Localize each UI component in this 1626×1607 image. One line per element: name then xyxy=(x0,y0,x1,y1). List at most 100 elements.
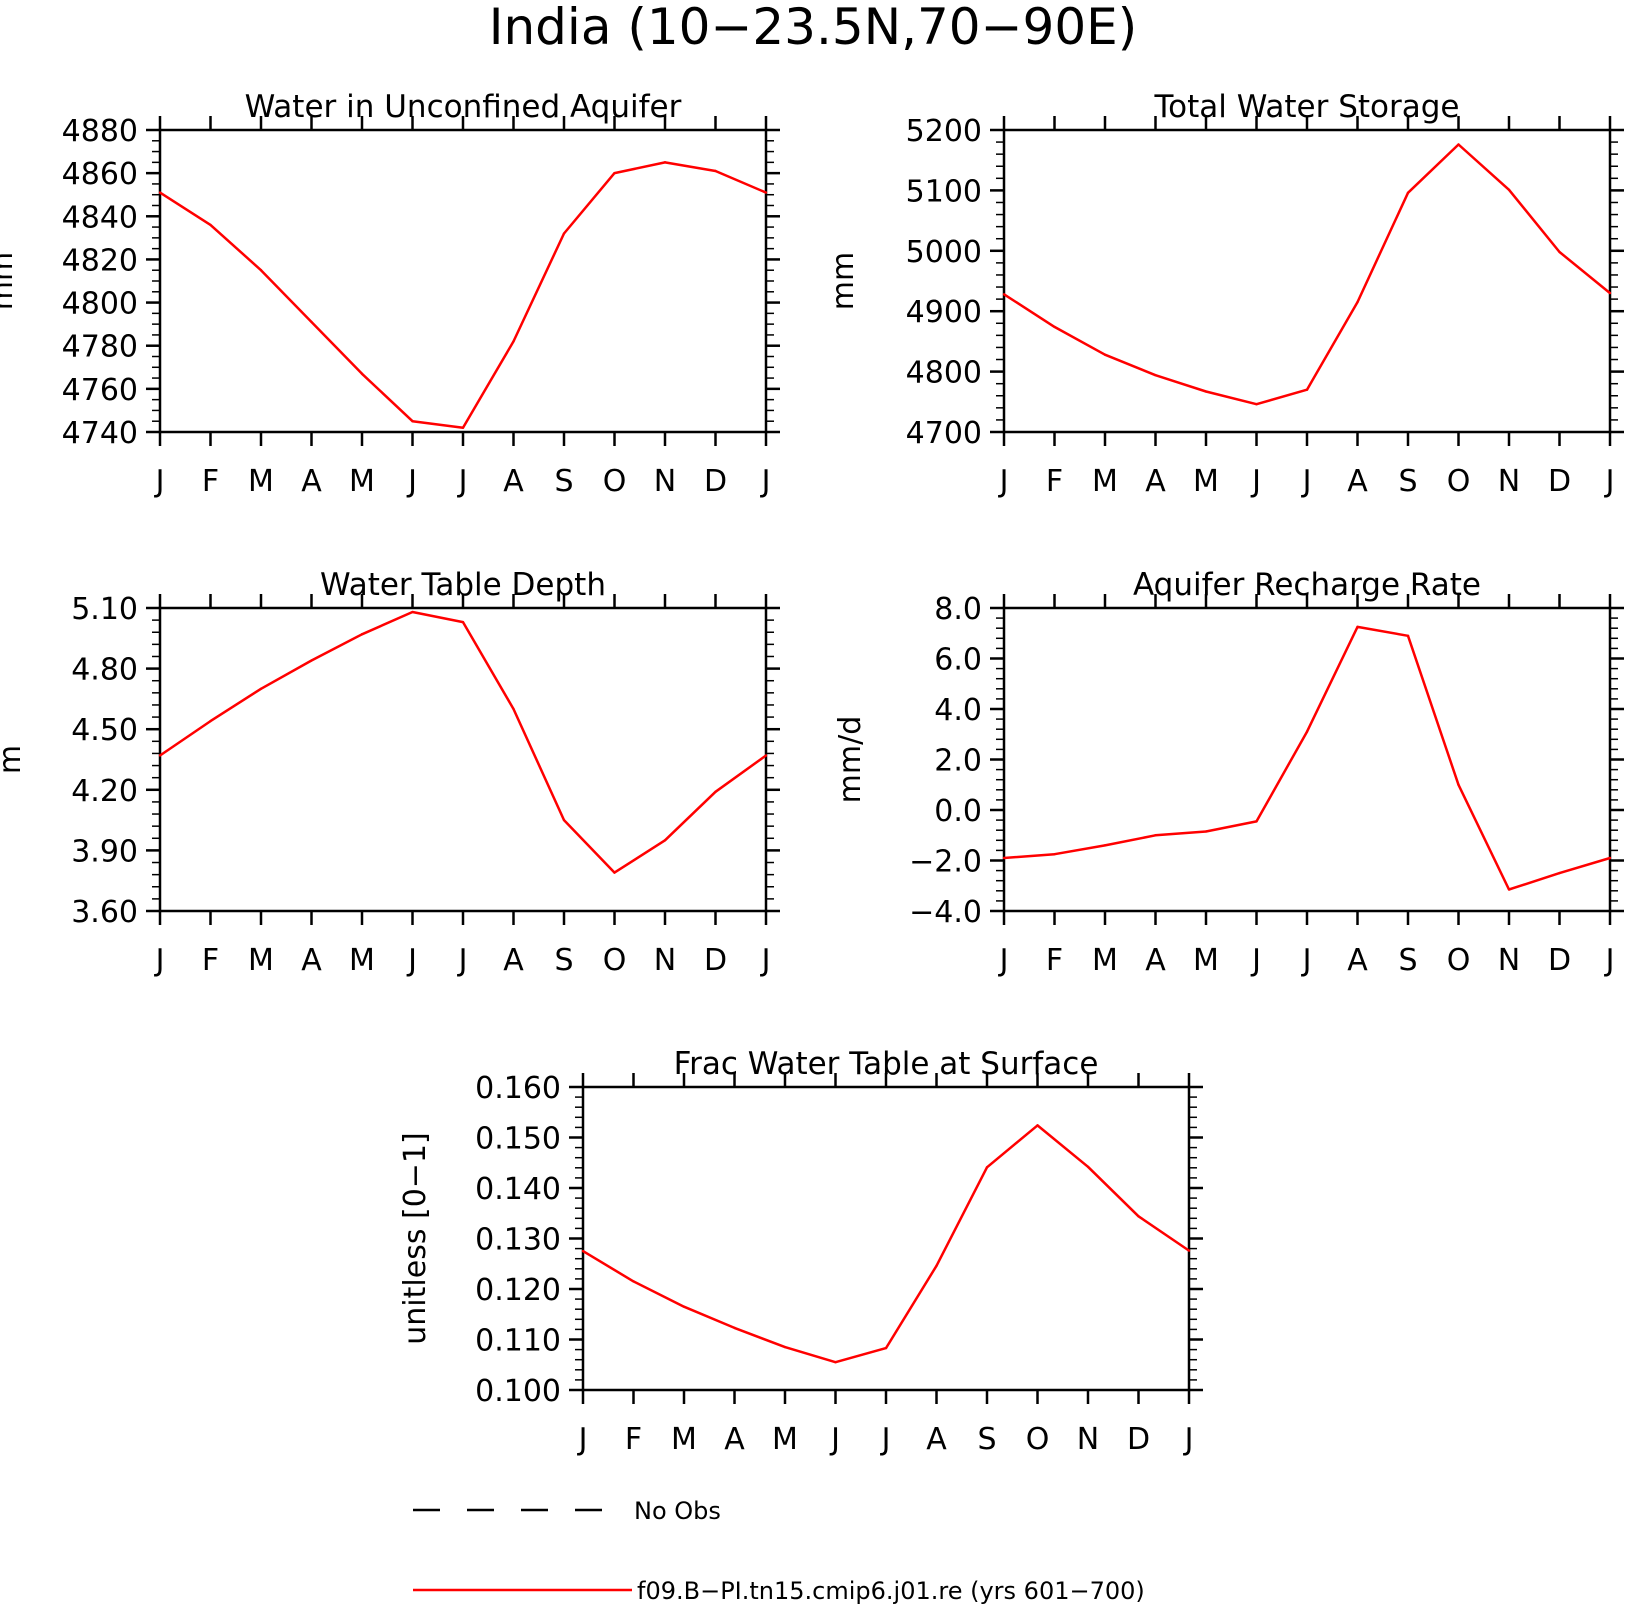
x-tick-label: S xyxy=(1398,464,1417,499)
x-tick-label: J xyxy=(406,943,417,978)
x-tick-label: N xyxy=(654,943,676,978)
y-tick-label: 0.160 xyxy=(475,1071,561,1106)
data-point xyxy=(158,754,162,757)
x-tick-label: O xyxy=(603,464,627,499)
data-point xyxy=(209,223,212,227)
x-tick-label: J xyxy=(998,943,1009,978)
x-tick-label: A xyxy=(724,1422,745,1457)
x-tick-label: J xyxy=(1604,464,1615,499)
data-point xyxy=(1608,291,1612,295)
y-tick-label: 0.150 xyxy=(475,1122,561,1157)
x-tick-label: S xyxy=(977,1422,996,1457)
x-tick-label: A xyxy=(301,464,322,499)
y-tick-label: 4800 xyxy=(62,287,138,322)
x-tick-label: S xyxy=(1398,943,1417,978)
data-point xyxy=(512,340,515,343)
x-tick-label: A xyxy=(1347,464,1368,499)
x-tick-label: J xyxy=(1301,464,1312,499)
x-tick-label: J xyxy=(1183,1422,1194,1457)
x-tick-label: O xyxy=(1026,1422,1050,1457)
data-point xyxy=(682,1305,686,1308)
data-point xyxy=(1154,834,1157,837)
y-tick-label: 4.50 xyxy=(71,713,138,748)
data-point xyxy=(461,426,465,429)
x-tick-label: A xyxy=(301,943,322,978)
data-point xyxy=(663,161,667,164)
x-tick-label: M xyxy=(1193,464,1219,499)
y-tick-label: 5100 xyxy=(906,174,982,209)
data-point xyxy=(1053,852,1056,856)
x-tick-label: J xyxy=(457,464,468,499)
x-tick-label: F xyxy=(202,464,219,499)
data-point xyxy=(1204,830,1208,833)
x-tick-label: J xyxy=(829,1422,840,1457)
x-tick-label: M xyxy=(349,943,375,978)
x-tick-label: D xyxy=(704,943,727,978)
x-tick-label: N xyxy=(1077,1422,1099,1457)
data-point xyxy=(360,633,364,636)
x-tick-label: J xyxy=(1604,943,1615,978)
y-tick-label: 4800 xyxy=(906,356,982,391)
x-tick-label: O xyxy=(1447,943,1471,978)
x-tick-label: F xyxy=(1046,943,1063,978)
x-tick-label: J xyxy=(880,1422,891,1457)
y-tick-label: 5000 xyxy=(906,235,982,270)
figure-title: India (10−23.5N,70−90E) xyxy=(489,0,1138,56)
x-tick-label: J xyxy=(1301,943,1312,978)
x-tick-label: J xyxy=(760,464,771,499)
data-point xyxy=(613,871,616,874)
data-point xyxy=(1255,403,1258,406)
data-point xyxy=(613,171,616,175)
y-tick-label: 3.60 xyxy=(71,895,138,930)
x-tick-label: M xyxy=(1193,943,1219,978)
y-tick-label: 3.90 xyxy=(71,834,138,869)
x-tick-label: F xyxy=(625,1422,642,1457)
y-tick-label: 0.140 xyxy=(475,1172,561,1207)
data-point xyxy=(1002,856,1006,860)
data-point xyxy=(1002,293,1006,296)
data-point xyxy=(1507,188,1511,191)
data-point xyxy=(562,818,566,822)
data-point xyxy=(562,232,566,235)
x-tick-label: M xyxy=(1092,943,1118,978)
data-point xyxy=(764,191,768,194)
x-tick-label: A xyxy=(1347,943,1368,978)
y-tick-label: 4840 xyxy=(62,200,138,235)
x-tick-label: O xyxy=(603,943,627,978)
legend-item-model-run: f09.B−PI.tn15.cmip6.j01.re (yrs 601−700) xyxy=(413,1577,1145,1605)
y-tick-label: 0.100 xyxy=(475,1374,561,1409)
y-tick-label: 2.0 xyxy=(934,744,982,779)
x-tick-label: D xyxy=(1548,943,1571,978)
data-point xyxy=(1507,888,1511,891)
x-tick-label: J xyxy=(1250,943,1261,978)
data-point xyxy=(259,687,263,690)
data-point xyxy=(985,1166,989,1169)
y-tick-label: 4760 xyxy=(62,373,138,408)
data-point xyxy=(1053,325,1056,329)
y-tick-label: 4780 xyxy=(62,330,138,365)
x-tick-label: N xyxy=(1498,464,1520,499)
y-tick-label: 0.0 xyxy=(934,794,982,829)
data-point xyxy=(310,659,313,662)
x-tick-label: M xyxy=(1092,464,1118,499)
series-line xyxy=(159,161,767,429)
plot-frame xyxy=(1002,128,1612,434)
series-line xyxy=(582,1124,1190,1364)
data-point xyxy=(411,420,414,423)
x-tick-label: M xyxy=(248,943,274,978)
data-point xyxy=(581,1249,585,1253)
data-point xyxy=(714,790,717,794)
data-point xyxy=(512,707,515,711)
data-point xyxy=(1255,820,1258,823)
x-tick-label: J xyxy=(154,464,165,499)
data-point xyxy=(935,1264,938,1267)
series-line xyxy=(1003,625,1611,891)
data-point xyxy=(733,1326,736,1330)
data-point xyxy=(1204,390,1208,393)
data-point xyxy=(632,1280,635,1283)
